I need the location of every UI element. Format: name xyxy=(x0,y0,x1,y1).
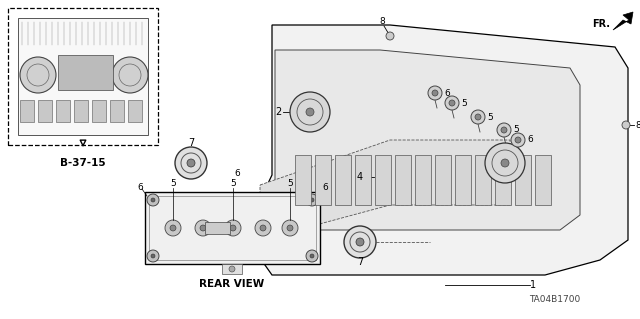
Text: 6: 6 xyxy=(527,136,533,145)
Bar xyxy=(415,155,431,205)
Circle shape xyxy=(287,225,293,231)
Bar xyxy=(395,155,411,205)
Bar xyxy=(149,196,316,260)
Circle shape xyxy=(356,238,364,246)
Circle shape xyxy=(428,86,442,100)
Bar xyxy=(515,155,531,205)
Circle shape xyxy=(151,198,155,202)
Polygon shape xyxy=(18,18,148,135)
Circle shape xyxy=(165,220,181,236)
Text: 7: 7 xyxy=(188,138,194,148)
Circle shape xyxy=(471,110,485,124)
Circle shape xyxy=(306,108,314,116)
Circle shape xyxy=(175,147,207,179)
Circle shape xyxy=(344,226,376,258)
Bar xyxy=(74,100,88,122)
Circle shape xyxy=(310,198,314,202)
Text: 1: 1 xyxy=(530,280,536,290)
Circle shape xyxy=(200,225,206,231)
Text: 5: 5 xyxy=(287,180,293,189)
Bar xyxy=(475,155,491,205)
Text: FR.: FR. xyxy=(592,19,610,29)
Circle shape xyxy=(260,225,266,231)
Text: 8: 8 xyxy=(379,18,385,26)
Text: 3: 3 xyxy=(503,175,509,185)
Circle shape xyxy=(515,137,521,143)
Text: 7: 7 xyxy=(357,257,363,267)
Bar xyxy=(58,55,113,90)
Text: 5: 5 xyxy=(461,99,467,108)
Bar xyxy=(355,155,371,205)
Bar xyxy=(295,155,311,205)
Bar xyxy=(205,222,230,234)
Circle shape xyxy=(170,225,176,231)
Text: 8: 8 xyxy=(635,121,640,130)
Circle shape xyxy=(497,123,511,137)
Circle shape xyxy=(310,254,314,258)
Circle shape xyxy=(449,100,455,106)
Bar xyxy=(435,155,451,205)
Circle shape xyxy=(432,90,438,96)
Bar xyxy=(20,100,34,122)
Circle shape xyxy=(147,250,159,262)
Bar xyxy=(8,8,158,145)
Bar xyxy=(222,264,242,274)
Text: 5: 5 xyxy=(513,125,519,135)
Text: 4: 4 xyxy=(357,172,363,182)
Text: 6: 6 xyxy=(137,182,143,191)
Polygon shape xyxy=(275,50,580,230)
Circle shape xyxy=(255,220,271,236)
Circle shape xyxy=(501,127,507,133)
Text: 2: 2 xyxy=(275,107,281,117)
Polygon shape xyxy=(260,25,628,275)
Bar xyxy=(56,100,70,122)
Circle shape xyxy=(306,250,318,262)
Circle shape xyxy=(386,32,394,40)
Bar xyxy=(375,155,391,205)
Text: B-37-15: B-37-15 xyxy=(60,158,106,168)
Bar xyxy=(315,155,331,205)
Bar xyxy=(128,100,142,122)
Circle shape xyxy=(475,114,481,120)
Text: 6: 6 xyxy=(444,88,450,98)
Text: 5: 5 xyxy=(487,113,493,122)
Circle shape xyxy=(511,133,525,147)
Bar xyxy=(335,155,351,205)
Bar xyxy=(535,155,551,205)
Bar xyxy=(38,100,52,122)
Bar xyxy=(145,192,320,264)
Text: 5: 5 xyxy=(170,180,176,189)
Bar xyxy=(455,155,471,205)
Circle shape xyxy=(147,194,159,206)
Circle shape xyxy=(282,220,298,236)
Polygon shape xyxy=(260,140,510,240)
Text: 6: 6 xyxy=(234,169,240,179)
Text: REAR VIEW: REAR VIEW xyxy=(200,279,264,289)
Circle shape xyxy=(485,143,525,183)
Text: 5: 5 xyxy=(230,180,236,189)
Circle shape xyxy=(151,254,155,258)
Circle shape xyxy=(230,225,236,231)
Bar xyxy=(110,100,124,122)
Circle shape xyxy=(187,159,195,167)
Bar xyxy=(92,100,106,122)
Circle shape xyxy=(445,96,459,110)
Circle shape xyxy=(225,220,241,236)
Circle shape xyxy=(501,159,509,167)
Circle shape xyxy=(290,92,330,132)
Circle shape xyxy=(112,57,148,93)
Circle shape xyxy=(229,266,235,272)
Text: TA04B1700: TA04B1700 xyxy=(529,295,580,305)
Polygon shape xyxy=(613,12,633,30)
Text: 6: 6 xyxy=(322,182,328,191)
Circle shape xyxy=(622,121,630,129)
Circle shape xyxy=(195,220,211,236)
Circle shape xyxy=(20,57,56,93)
Circle shape xyxy=(306,194,318,206)
Bar xyxy=(495,155,511,205)
